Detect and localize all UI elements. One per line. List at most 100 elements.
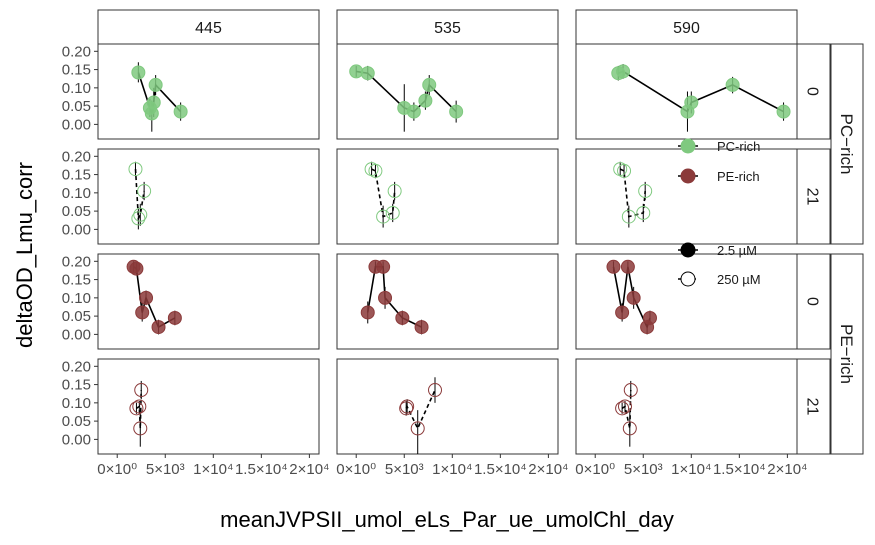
series-line — [134, 169, 145, 222]
data-point — [606, 259, 621, 274]
legend-label: PE-rich — [717, 169, 760, 184]
x-tick-label: 1×10⁴ — [671, 461, 711, 478]
column-strip-label: 590 — [673, 20, 700, 37]
x-tick-label: 2×10⁴ — [767, 461, 807, 478]
legend-key-point — [680, 242, 696, 258]
column-strip-label: 535 — [434, 20, 461, 37]
data-point — [385, 205, 400, 220]
y-tick-label: 0.00 — [62, 326, 91, 343]
data-point — [129, 401, 144, 416]
series-line — [621, 390, 632, 429]
row-strip — [796, 148, 831, 245]
series-line — [619, 168, 646, 218]
data-point — [134, 383, 149, 398]
x-tick-label: 1×10⁴ — [193, 461, 233, 478]
y-tick-label: 0.20 — [62, 148, 91, 165]
row-strip — [796, 43, 831, 140]
data-point — [376, 259, 391, 274]
data-point — [622, 421, 637, 436]
series-line — [405, 389, 436, 431]
legend-label: 2.5 µM — [717, 243, 757, 258]
data-point — [387, 184, 402, 199]
column-strip — [336, 9, 559, 45]
data-point — [129, 261, 144, 276]
group-strip — [830, 43, 864, 245]
y-tick-label: 0.20 — [62, 358, 91, 375]
data-point — [616, 64, 631, 79]
panel-series — [349, 64, 464, 132]
panel-frame — [97, 43, 320, 140]
y-tick-label: 0.15 — [62, 272, 91, 289]
panel-series — [611, 64, 791, 132]
panel-series — [131, 62, 188, 132]
data-point — [414, 320, 429, 335]
data-point — [615, 401, 630, 416]
column-strip — [575, 9, 798, 45]
data-point — [368, 163, 383, 178]
data-point — [725, 77, 740, 92]
legend-label: PC-rich — [717, 139, 760, 154]
panel-frame — [575, 148, 798, 245]
panel-series — [613, 161, 653, 228]
panel-series — [126, 259, 182, 335]
row-strip — [796, 358, 831, 455]
group-strip-label: PC−rich — [837, 114, 856, 175]
data-point — [395, 310, 410, 325]
legend-key-point — [680, 271, 696, 287]
data-point — [399, 401, 414, 416]
data-point — [376, 209, 391, 224]
x-tick-label: 0×10⁰ — [336, 461, 376, 478]
data-point — [410, 421, 425, 436]
panels: 0.000.050.100.150.200.000.050.100.150.20… — [62, 43, 808, 478]
x-tick-label: 0×10⁰ — [575, 461, 615, 478]
data-point — [132, 399, 147, 414]
y-tick-label: 0.05 — [62, 98, 91, 115]
panel-series — [129, 380, 149, 447]
y-tick-label: 0.10 — [62, 185, 91, 202]
legend-key-point — [680, 168, 696, 184]
data-point — [776, 104, 791, 119]
data-point — [642, 310, 657, 325]
column-strip — [97, 9, 320, 45]
data-point — [621, 209, 636, 224]
x-tick-label: 1.5×10⁴ — [235, 461, 288, 478]
data-point — [428, 383, 443, 398]
data-point — [131, 65, 146, 80]
data-point — [618, 399, 633, 414]
y-tick-label: 0.05 — [62, 308, 91, 325]
data-point — [449, 104, 464, 119]
y-tick-label: 0.05 — [62, 413, 91, 430]
legend-label: 250 µM — [717, 272, 761, 287]
row-strips: 0 21 0 21 PC−rich PE−rich — [796, 43, 864, 455]
data-point — [378, 290, 393, 305]
y-tick-label: 0.15 — [62, 167, 91, 184]
data-point — [133, 421, 148, 436]
panel-frame — [97, 148, 320, 245]
column-strip-label: 445 — [195, 20, 222, 37]
panel-frame — [575, 358, 798, 455]
y-tick-label: 0.00 — [62, 116, 91, 133]
data-point — [137, 184, 152, 199]
legend-key-point — [680, 138, 696, 154]
data-point — [360, 305, 375, 320]
data-point — [360, 66, 375, 81]
x-tick-label: 1.5×10⁴ — [474, 461, 527, 478]
data-point — [638, 184, 653, 199]
y-tick-label: 0.15 — [62, 377, 91, 394]
x-tick-label: 2×10⁴ — [289, 461, 329, 478]
panel-series — [128, 161, 152, 230]
x-tick-label: 1.5×10⁴ — [713, 461, 766, 478]
data-point — [146, 95, 161, 110]
data-point — [636, 205, 651, 220]
data-point — [626, 290, 641, 305]
data-point — [617, 163, 632, 178]
data-point — [128, 162, 143, 177]
row-strip-label: 0 — [804, 87, 821, 96]
series-line — [135, 390, 142, 429]
series-line — [371, 168, 396, 218]
data-point — [148, 77, 163, 92]
data-point — [418, 93, 433, 108]
y-tick-label: 0.10 — [62, 290, 91, 307]
data-point — [135, 305, 150, 320]
